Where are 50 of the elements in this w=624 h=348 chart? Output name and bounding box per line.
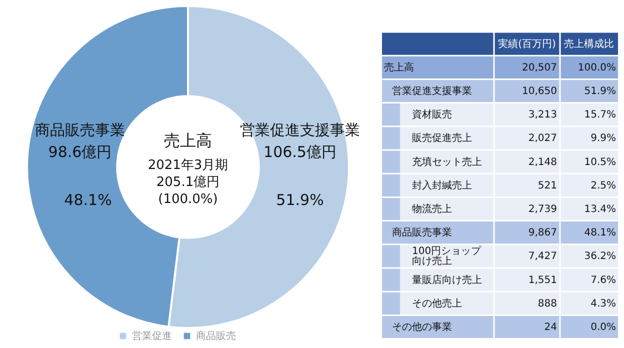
text: 商品販売事業 — [35, 121, 125, 139]
text: 2021年3月期 — [148, 158, 228, 173]
text: 2,027 — [528, 133, 557, 144]
text: 2,148 — [528, 156, 557, 168]
text: 3,213 — [528, 110, 557, 121]
text: 13.4% — [584, 204, 616, 215]
text: 商品販売事業 — [392, 226, 452, 239]
text: 24 — [544, 322, 557, 333]
text: 2.5% — [590, 180, 616, 192]
text: 資材販売 — [412, 108, 452, 121]
legend-label: 営業促進 — [132, 330, 172, 342]
data-label: 98.6億円 — [48, 143, 112, 161]
text: 51.9% — [584, 86, 616, 97]
text: 100円ショップ向け売上 — [412, 245, 482, 268]
text: その他売上 — [412, 297, 462, 310]
text: 36.2% — [584, 251, 616, 262]
text: 10,650 — [522, 86, 557, 97]
text: 100.0% — [578, 62, 616, 74]
text: その他の事業 — [392, 321, 452, 333]
text: 物流売上 — [412, 203, 452, 215]
legend-label: 商品販売 — [196, 330, 236, 342]
text: 9.9% — [590, 133, 616, 144]
text: 4.3% — [590, 298, 616, 310]
text: 営業促進支援事業 — [392, 85, 472, 97]
text: 48.1% — [584, 228, 616, 239]
text: 7.6% — [590, 274, 616, 286]
text: 9,867 — [528, 228, 557, 239]
text: 7,427 — [528, 251, 557, 262]
text: 888 — [538, 298, 557, 310]
text: (100.0%) — [158, 192, 218, 207]
text: 1,551 — [528, 274, 557, 286]
text: 封入封緘売上 — [412, 179, 472, 192]
text: 10.5% — [584, 156, 616, 168]
text: 量販店向け売上 — [412, 274, 482, 286]
data-label: 106.5億円 — [264, 143, 336, 161]
text: 15.7% — [584, 110, 616, 121]
text: 51.9% — [276, 191, 324, 209]
text: 売上高 — [164, 131, 212, 150]
text: 実績(百万円) — [498, 38, 556, 50]
text: 販売促進売上 — [412, 132, 472, 144]
text: 売上高 — [384, 61, 414, 74]
text: 48.1% — [64, 191, 112, 209]
text: 2,739 — [528, 204, 557, 215]
text: 充填セット売上 — [412, 156, 482, 168]
text: 205.1億円 — [156, 175, 220, 190]
text: 20,507 — [522, 62, 557, 74]
text: 521 — [538, 180, 557, 192]
text: 0.0% — [590, 322, 616, 333]
text: 売上構成比 — [564, 38, 614, 50]
text: 営業促進支援事業 — [240, 121, 360, 139]
